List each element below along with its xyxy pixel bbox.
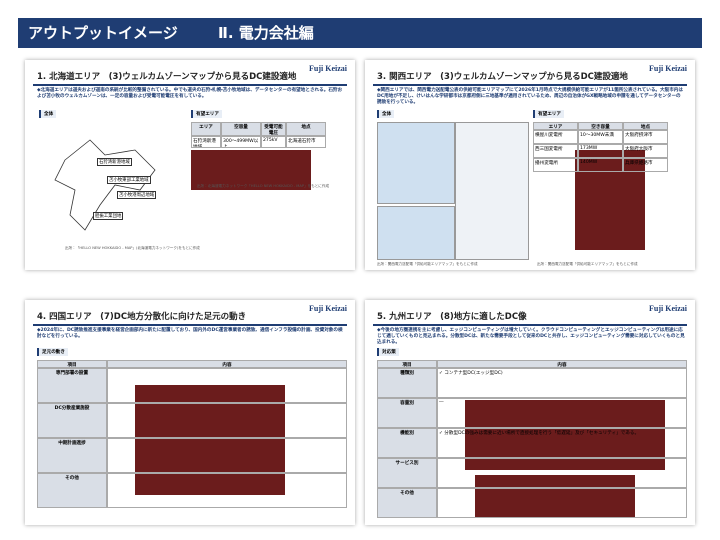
logo: Fuji Keizai (649, 304, 687, 313)
section-label: 全体 (39, 110, 57, 118)
table-cell (107, 438, 347, 473)
slide: 1. 北海道エリア (3)ウェルカムゾーンマップから見るDC建設適地 Fuji … (25, 60, 355, 270)
source: 出所：北海道電力ネットワーク「HELLO NEW HOKKAIDO - MAP」… (197, 184, 330, 188)
table-header-cell: 空き容量 (578, 122, 623, 130)
section-label: 対応策 (377, 348, 399, 356)
table-header-cell: 空容量 (221, 122, 261, 136)
table-cell: ✓ コンテナ型DC(エッジ型DC) (437, 368, 687, 398)
redacted-block (575, 150, 645, 250)
header-subtitle: Ⅱ. 電力会社編 (218, 24, 314, 42)
source: 出所：関西電力送配電「供給可能エリアマップ」をもとに作成 (537, 262, 638, 266)
source: 出所：関西電力送配電「供給可能エリアマップ」をもとに作成 (377, 262, 478, 266)
table-header-cell: 専門部署の設置 (37, 368, 107, 403)
section-label: 足元の動き (37, 348, 68, 356)
slide-title: 3. 関西エリア (3)ウェルカムゾーンマップから見るDC建設適地 (377, 72, 628, 82)
table-cell: 大阪府大阪市 (623, 144, 668, 158)
rule (373, 324, 687, 326)
map (54, 139, 156, 231)
table-header-cell: DC分散産業施設 (37, 403, 107, 438)
table-header-cell: エリア (533, 122, 578, 130)
table-header-cell: 種類別 (377, 368, 437, 398)
table-cell (107, 368, 347, 403)
slide: 5. 九州エリア (8)地方に適したDC像 Fuji Keizai ◆今後の地方… (365, 300, 695, 525)
slide-title: 5. 九州エリア (8)地方に適したDC像 (377, 312, 527, 322)
slide-title: 4. 四国エリア (7)DC地方分散化に向けた足元の動き (37, 312, 247, 322)
table-cell (437, 458, 687, 488)
table-header-cell: 地点 (286, 122, 326, 136)
slide: 3. 関西エリア (3)ウェルカムゾーンマップから見るDC建設適地 Fuji K… (365, 60, 695, 270)
table-cell: 石狩湾新港地域 (191, 136, 221, 148)
table-cell: 播州変電所 (533, 158, 578, 172)
table-header-cell: エリア (191, 122, 221, 136)
rule (33, 324, 347, 326)
table-cell: 兵庫県姫路市 (623, 158, 668, 172)
table-cell: 10～30MW未満 (578, 130, 623, 144)
table-cell (107, 473, 347, 508)
map-image (377, 122, 455, 204)
table-header-cell: サービス別 (377, 458, 437, 488)
table-cell: 横屋川変電所 (533, 130, 578, 144)
table-cell: 173MW (578, 144, 623, 158)
rule (33, 84, 347, 86)
slide-title: 1. 北海道エリア (3)ウェルカムゾーンマップから見るDC建設適地 (37, 72, 297, 82)
map-image (377, 206, 455, 260)
table-cell: 北海道石狩市 (286, 136, 326, 148)
section-label: 有望エリア (191, 110, 222, 118)
table-header-cell: 項目 (377, 360, 437, 368)
redacted-block (475, 475, 635, 517)
table-header-cell: 項目 (37, 360, 107, 368)
logo: Fuji Keizai (309, 304, 347, 313)
table-cell (437, 488, 687, 518)
header-bar: アウトプットイメージ Ⅱ. 電力会社編 (18, 18, 702, 48)
map-label: 苫小牧港周辺地域 (117, 191, 157, 199)
table-cell: 275kV (261, 136, 286, 148)
table-cell (107, 403, 347, 438)
map-image (455, 122, 529, 260)
rule (373, 84, 687, 86)
logo: Fuji Keizai (309, 64, 347, 73)
description: ◆北海道エリアは道央および道南の系統が比較的整備されている。中でも道央の石狩・札… (37, 88, 343, 99)
description: ◆今後の地方圏連携を主に考慮し、エッジコンピューティングは増大していく。クラウド… (377, 328, 685, 345)
section-label: 有望エリア (533, 110, 564, 118)
description: ◆関西エリアでは、関西電力送配電公表の供給可能エリアマップにて2026年1月時点… (377, 88, 683, 105)
map-label: 苫小牧東部工業地域 (107, 176, 151, 184)
table-cell: ― (437, 398, 687, 428)
logo: Fuji Keizai (649, 64, 687, 73)
table-header-cell: 内容 (107, 360, 347, 368)
table-cell: 西三国変電所 (533, 144, 578, 158)
table-cell: 300～499MW以上 (221, 136, 261, 148)
source: 出所：「HELLO NEW HOKKAIDO - MAP」(北海道電力ネットワー… (65, 246, 200, 250)
description: ◆2024年に、DC誘致推進支援事業を経営企画部内に新たに配置しており、国内外の… (37, 328, 343, 339)
table-header-cell: 中期計画進捗 (37, 438, 107, 473)
table-header-cell: 内容 (437, 360, 687, 368)
redacted-block (191, 150, 311, 190)
table-header-cell: 機能別 (377, 428, 437, 458)
table-cell: ✓ 分散型DCの強みは需要に近い場所で直接処理を行う「低遅延」及び「セキュリティ… (437, 428, 687, 458)
map-label: 石狩湾新港地域 (97, 158, 132, 166)
table-header-cell: その他 (37, 473, 107, 508)
table-header-cell: その他 (377, 488, 437, 518)
section-label: 全体 (377, 110, 395, 118)
table-cell: 140MW (578, 158, 623, 172)
table-cell: 大阪府摂津市 (623, 130, 668, 144)
table-header-cell: 容量別 (377, 398, 437, 428)
slide: 4. 四国エリア (7)DC地方分散化に向けた足元の動き Fuji Keizai… (25, 300, 355, 525)
header-title: アウトプットイメージ (28, 24, 178, 42)
table-header-cell: 地点 (623, 122, 668, 130)
table-header-cell: 受電可能電圧 (261, 122, 286, 136)
map-label: 胆振工業団地 (93, 212, 124, 220)
